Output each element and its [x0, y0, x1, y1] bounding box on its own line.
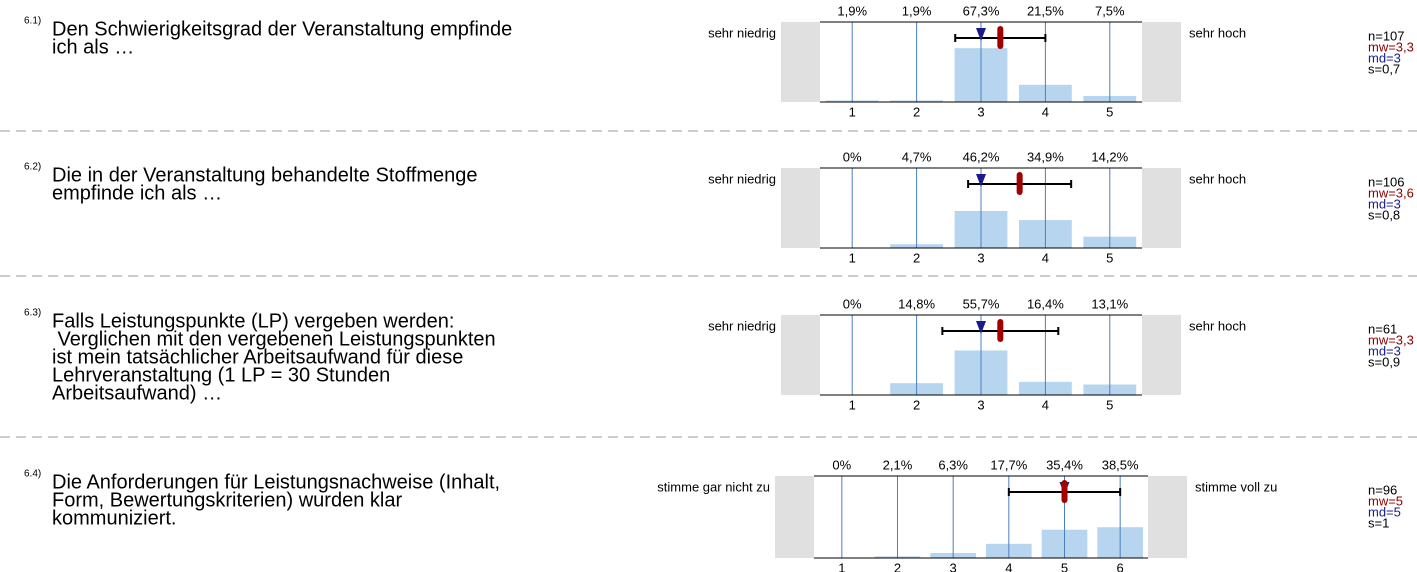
category-label: 5	[1106, 104, 1113, 119]
percent-label: 14,8%	[898, 296, 935, 311]
question: ich als …	[52, 36, 134, 58]
median-marker	[976, 28, 986, 41]
left-label: sehr niedrig	[708, 171, 776, 186]
percent-label: 34,9%	[1027, 149, 1064, 164]
percent-label: 1,9%	[837, 3, 867, 18]
category-label: 3	[977, 104, 984, 119]
category-label: 2	[913, 250, 920, 265]
percent-label: 0%	[832, 457, 851, 472]
question: Falls Leistungspunkte (LP) vergeben werd…	[52, 310, 454, 332]
stat-n: n=107	[1368, 28, 1405, 43]
category-label: 2	[894, 560, 901, 572]
median-marker	[976, 174, 986, 187]
category-label: 1	[849, 250, 856, 265]
category-label: 5	[1061, 560, 1068, 572]
percent-label: 67,3%	[963, 3, 1000, 18]
stat-n: n=96	[1368, 482, 1397, 497]
category-label: 3	[977, 397, 984, 412]
category-label: 6	[1117, 560, 1124, 572]
stat-sd: s=0,8	[1368, 207, 1400, 222]
category-label: 3	[950, 560, 957, 572]
item-number: 6.3)	[24, 308, 41, 319]
percent-label: 13,1%	[1091, 296, 1128, 311]
category-label: 3	[977, 250, 984, 265]
stat-sd: s=1	[1368, 515, 1389, 530]
item-number: 6.2)	[24, 162, 41, 173]
question: Arbeitsaufwand) …	[52, 382, 222, 404]
scale-end-left	[775, 476, 814, 558]
category-label: 2	[913, 104, 920, 119]
stat-sd: s=0,9	[1368, 354, 1400, 369]
percent-label: 1,9%	[902, 3, 932, 18]
question: empfinde ich als …	[52, 182, 222, 204]
stat-median: md=5	[1368, 504, 1401, 519]
percent-label: 14,2%	[1091, 149, 1128, 164]
category-label: 5	[1106, 397, 1113, 412]
right-label: sehr hoch	[1189, 25, 1246, 40]
category-label: 1	[838, 560, 845, 572]
percent-label: 4,7%	[902, 149, 932, 164]
left-label: sehr niedrig	[708, 25, 776, 40]
stat-median: md=3	[1368, 50, 1401, 65]
question: ist mein tatsächlicher Arbeitsaufwand fü…	[52, 346, 463, 368]
category-label: 4	[1005, 560, 1012, 572]
stat-median: md=3	[1368, 196, 1401, 211]
category-label: 1	[849, 104, 856, 119]
stat-mean: mw=3,3	[1368, 332, 1414, 347]
stat-n: n=61	[1368, 321, 1397, 336]
question: Verglichen mit den vergebenen Leistungsp…	[52, 328, 496, 350]
mean-marker	[1016, 172, 1023, 195]
question: Die in der Veranstaltung behandelte Stof…	[52, 164, 478, 186]
right-label: stimme voll zu	[1195, 479, 1277, 494]
scale-end-right	[1142, 168, 1181, 248]
mean-marker	[997, 26, 1004, 49]
scale-end-left	[781, 168, 820, 248]
percent-label: 21,5%	[1027, 3, 1064, 18]
scale-end-right	[1142, 22, 1181, 102]
percent-label: 16,4%	[1027, 296, 1064, 311]
category-label: 5	[1106, 250, 1113, 265]
category-label: 4	[1042, 250, 1049, 265]
percent-label: 6,3%	[938, 457, 968, 472]
scale-end-right	[1142, 315, 1181, 395]
category-label: 4	[1042, 104, 1049, 119]
scale-end-left	[781, 315, 820, 395]
stat-mean: mw=3,6	[1368, 185, 1414, 200]
category-label: 1	[849, 397, 856, 412]
percent-label: 35,4%	[1046, 457, 1083, 472]
stat-mean: mw=5	[1368, 493, 1403, 508]
question: kommuniziert.	[52, 507, 176, 529]
item-number: 6.4)	[24, 469, 41, 480]
left-label: sehr niedrig	[708, 318, 776, 333]
percent-label: 7,5%	[1095, 3, 1125, 18]
question: Den Schwierigkeitsgrad der Veranstaltung…	[52, 18, 512, 40]
stat-mean: mw=3,3	[1368, 39, 1414, 54]
question: Die Anforderungen für Leistungsnachweise…	[52, 471, 500, 493]
scale-end-right	[1148, 476, 1187, 558]
question: Form, Bewertungskriterien) wurden klar	[52, 489, 402, 511]
percent-label: 38,5%	[1102, 457, 1139, 472]
percent-label: 46,2%	[963, 149, 1000, 164]
percent-label: 0%	[843, 296, 862, 311]
stat-sd: s=0,7	[1368, 61, 1400, 76]
question: Lehrveranstaltung (1 LP = 30 Stunden	[52, 364, 390, 386]
percent-label: 17,7%	[990, 457, 1027, 472]
item-number: 6.1)	[24, 16, 41, 27]
right-label: sehr hoch	[1189, 318, 1246, 333]
scale-end-left	[781, 22, 820, 102]
mean-marker	[997, 319, 1004, 342]
percent-label: 0%	[843, 149, 862, 164]
category-label: 2	[913, 397, 920, 412]
stat-n: n=106	[1368, 174, 1405, 189]
left-label: stimme gar nicht zu	[657, 479, 770, 494]
stat-median: md=3	[1368, 343, 1401, 358]
right-label: sehr hoch	[1189, 171, 1246, 186]
category-label: 4	[1042, 397, 1049, 412]
median-marker	[976, 321, 986, 334]
mean-marker	[1061, 480, 1068, 503]
percent-label: 55,7%	[963, 296, 1000, 311]
percent-label: 2,1%	[883, 457, 913, 472]
